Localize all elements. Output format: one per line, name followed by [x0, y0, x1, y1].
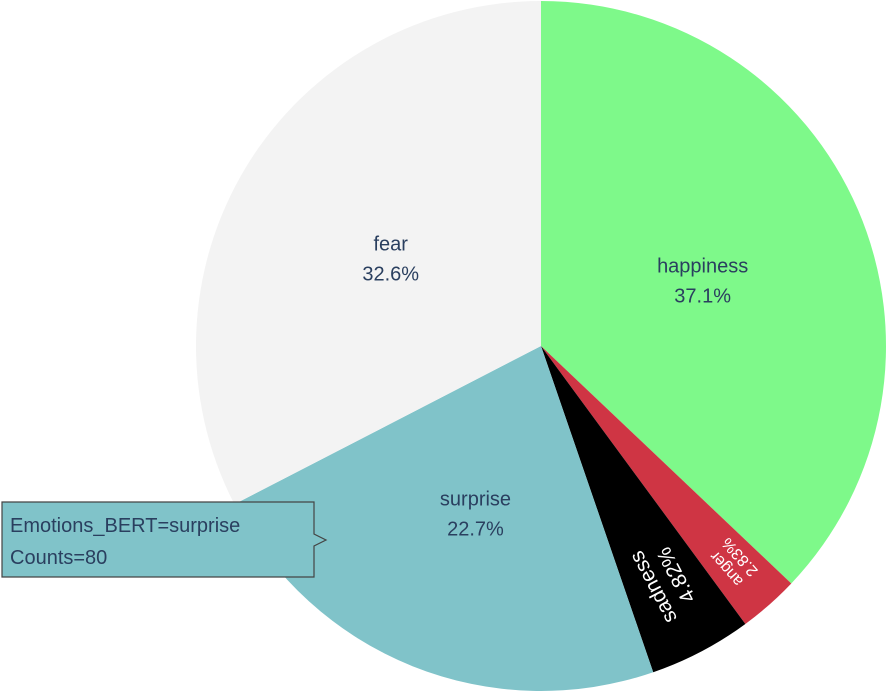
tooltip-line-1: Emotions_BERT=surprise	[10, 515, 240, 537]
slice-label-fear: fear	[374, 233, 409, 255]
slice-percent-fear: 32.6%	[362, 263, 419, 285]
tooltip-line-2: Counts=80	[10, 547, 107, 569]
tooltip-box	[1, 501, 328, 578]
slice-percent-happiness: 37.1%	[674, 286, 731, 308]
hover-tooltip: Emotions_BERT=surprise Counts=80	[1, 501, 328, 578]
slice-percent-surprise: 22.7%	[447, 518, 504, 540]
pie-slice-fear[interactable]	[195, 1, 541, 505]
pie-slice-happiness[interactable]	[541, 1, 887, 584]
pie-slice-sadness[interactable]	[541, 346, 746, 673]
pie-slice-surprise[interactable]	[234, 346, 654, 692]
pie-slice-anger[interactable]	[541, 346, 792, 624]
pie-slices	[195, 1, 887, 692]
slice-label-happiness: happiness	[657, 256, 748, 278]
slice-label-surprise: surprise	[440, 488, 511, 510]
